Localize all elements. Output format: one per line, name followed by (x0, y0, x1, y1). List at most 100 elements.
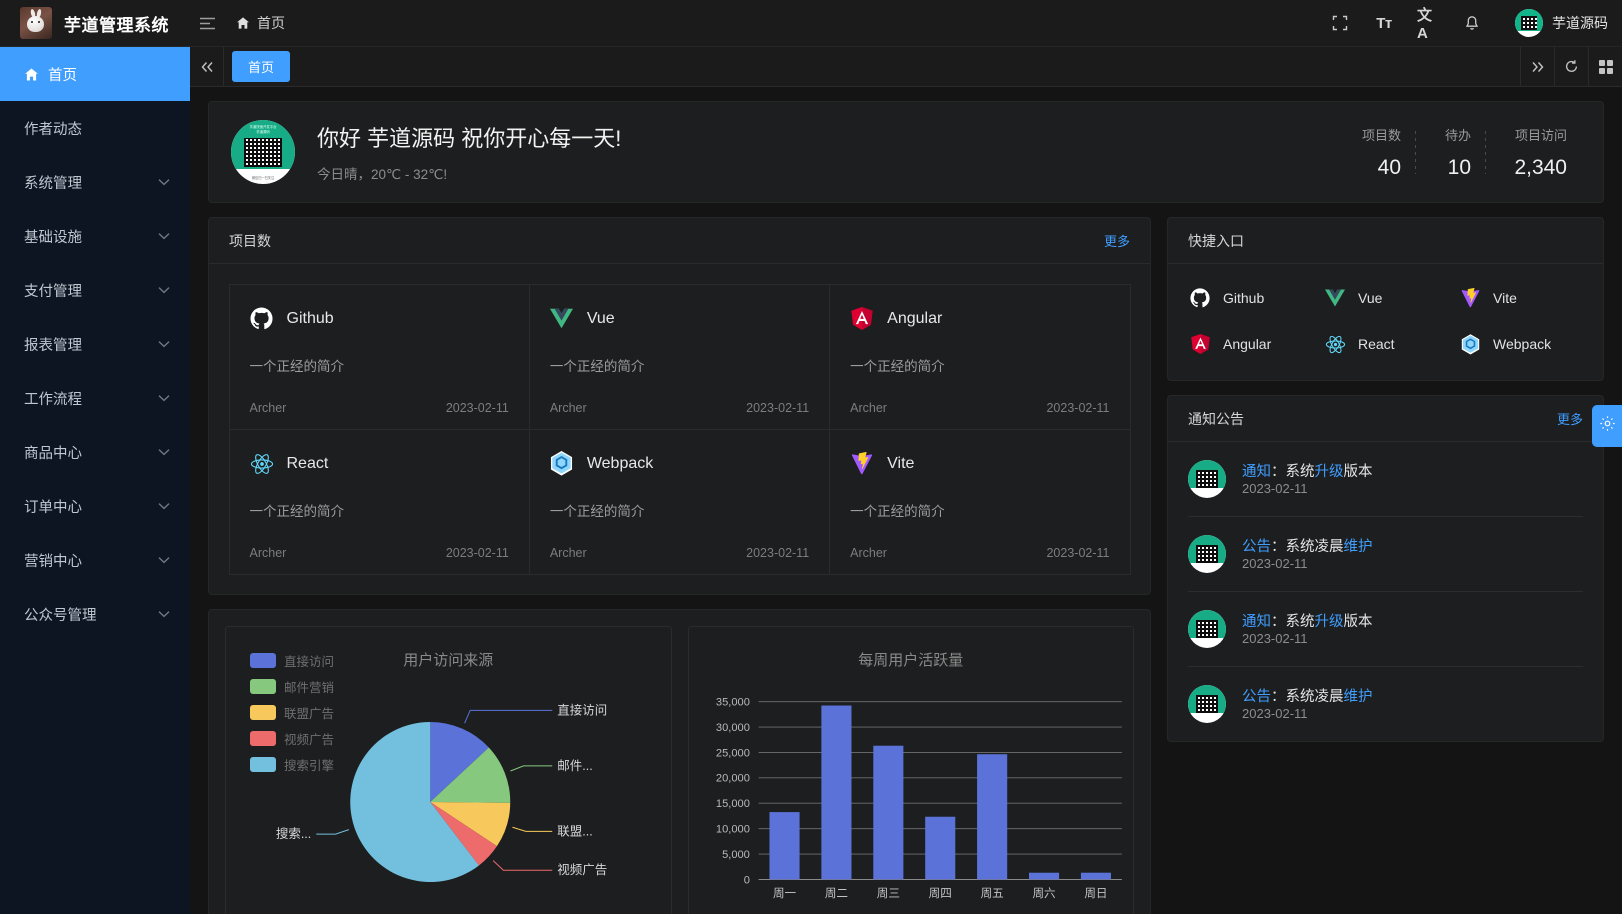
chevron-down-icon (158, 232, 170, 240)
sidebar-item-author-news[interactable]: 作者动态 (0, 101, 190, 155)
notice-mid: ：系统 (1271, 464, 1315, 480)
legend-label: 联盟广告 (284, 707, 335, 721)
tab-home[interactable]: 首页 (232, 51, 291, 82)
sidebar-item-infrastructure[interactable]: 基础设施 (0, 209, 190, 263)
fullscreen-icon[interactable] (1329, 12, 1351, 34)
avatar (1515, 9, 1543, 37)
legend-item[interactable]: 直接访问 (250, 651, 334, 670)
svg-text:35,000: 35,000 (715, 696, 749, 708)
svg-text:搜索...: 搜索... (276, 826, 311, 841)
dashboard-grid: 项目数 更多 Github (208, 217, 1604, 914)
svg-text:周四: 周四 (928, 887, 951, 900)
quick-link-webpack[interactable]: Webpack (1458, 332, 1583, 356)
svg-text:25,000: 25,000 (715, 747, 749, 759)
project-name: Webpack (586, 454, 654, 472)
bell-icon[interactable] (1461, 12, 1483, 34)
refresh-icon[interactable] (1554, 47, 1588, 86)
sidebar-item-payment[interactable]: 支付管理 (0, 263, 190, 317)
translate-icon[interactable]: 文A (1417, 7, 1432, 42)
hamburger-icon[interactable] (190, 8, 224, 38)
sidebar-item-home[interactable]: 首页 (0, 47, 190, 101)
sidebar-item-order[interactable]: 订单中心 (0, 479, 190, 533)
project-date: 2023-02-11 (1046, 400, 1110, 415)
qr-avatar-icon (1188, 460, 1226, 498)
sidebar-item-label: 作者动态 (24, 121, 82, 138)
notice-item[interactable]: 公告：系统凌晨维护 2023-02-11 (1188, 517, 1583, 592)
breadcrumb: 首页 (236, 13, 285, 33)
sidebar-item-system[interactable]: 系统管理 (0, 155, 190, 209)
notice-title[interactable]: 公告：系统凌晨维护 (1242, 689, 1373, 705)
notice-item[interactable]: 公告：系统凌晨维护 2023-02-11 (1188, 667, 1583, 741)
project-card[interactable]: Vue 一个正经的简介 Archer 2023-02-11 (528, 283, 831, 430)
notice-title[interactable]: 通知：系统升级版本 (1242, 464, 1373, 480)
sidebar-item-label: 首页 (48, 67, 77, 84)
notice-highlight: 升级 (1314, 464, 1344, 480)
sidebar-item-mp[interactable]: 公众号管理 (0, 587, 190, 641)
sidebar-item-workflow[interactable]: 工作流程 (0, 371, 190, 425)
stat-value: 10 (1447, 155, 1471, 179)
sidebar-item-label: 公众号管理 (24, 607, 97, 624)
notice-title[interactable]: 通知：系统升级版本 (1242, 614, 1373, 630)
quick-link-angular[interactable]: Angular (1188, 332, 1313, 356)
left-column: 项目数 更多 Github (208, 217, 1151, 914)
chevron-double-left-icon[interactable] (190, 47, 224, 86)
notice-mid: ：系统凌晨 (1271, 539, 1344, 555)
project-card[interactable]: Angular 一个正经的简介 Archer 2023-02-11 (829, 283, 1131, 430)
quick-link-vite[interactable]: Vite (1458, 286, 1583, 310)
sidebar-item-product[interactable]: 商品中心 (0, 425, 190, 479)
project-card[interactable]: Webpack 一个正经的简介 Archer 2023-02-11 (528, 428, 831, 575)
svg-text:0: 0 (743, 874, 749, 886)
project-desc: 一个正经的简介 (549, 358, 645, 374)
notice-highlight: 维护 (1343, 689, 1373, 705)
notice-item[interactable]: 通知：系统升级版本 2023-02-11 (1188, 442, 1583, 517)
legend-item[interactable]: 搜索引擎 (250, 755, 334, 774)
svg-text:直接访问: 直接访问 (557, 702, 607, 717)
projects-card-header: 项目数 更多 (209, 218, 1150, 264)
project-date: 2023-02-11 (445, 400, 509, 415)
project-card[interactable]: Vite 一个正经的简介 Archer 2023-02-11 (829, 428, 1131, 575)
project-author: Archer (850, 545, 887, 560)
svg-text:联盟...: 联盟... (557, 824, 592, 838)
sidebar-item-label: 工作流程 (24, 391, 82, 408)
quick-link-react[interactable]: React (1323, 332, 1448, 356)
notice-item[interactable]: 通知：系统升级版本 2023-02-11 (1188, 592, 1583, 667)
project-card[interactable]: Github 一个正经的简介 Archer 2023-02-11 (228, 283, 530, 430)
notice-title[interactable]: 公告：系统凌晨维护 (1242, 539, 1373, 555)
header-actions: Tт 文A 芋道源码 (1329, 7, 1608, 42)
notices-more-link[interactable]: 更多 (1556, 412, 1583, 427)
welcome-weather: 今日晴，20℃ - 32℃! (317, 167, 448, 182)
legend-item[interactable]: 视频广告 (250, 729, 334, 748)
angular-icon (850, 307, 874, 331)
project-desc: 一个正经的简介 (850, 358, 945, 374)
project-card[interactable]: React 一个正经的简介 Archer 2023-02-11 (228, 428, 530, 575)
chevron-double-right-icon[interactable] (1520, 47, 1554, 86)
sidebar-item-label: 基础设施 (24, 229, 82, 246)
quick-link-vue[interactable]: Vue (1323, 286, 1448, 310)
legend-label: 视频广告 (284, 733, 335, 747)
sidebar-item-marketing[interactable]: 营销中心 (0, 533, 190, 587)
pie-chart-canvas: 直接访问邮件...联盟...视频广告搜索... (276, 702, 607, 882)
sidebar-item-report[interactable]: 报表管理 (0, 317, 190, 371)
welcome-greeting: 你好 芋道源码 祝你开心每一天! (317, 126, 622, 151)
project-desc: 一个正经的简介 (850, 503, 945, 519)
notice-prefix: 通知 (1242, 464, 1271, 480)
sidebar-item-label: 系统管理 (24, 175, 82, 192)
legend-item[interactable]: 联盟广告 (250, 703, 334, 722)
chevron-down-icon (158, 340, 170, 348)
project-author: Archer (850, 400, 887, 415)
user-name: 芋道源码 (1552, 15, 1608, 31)
legend-swatch (250, 731, 276, 746)
settings-fab-button[interactable] (1592, 405, 1622, 447)
chevron-down-icon (158, 556, 170, 564)
welcome-row: 芋道快速开发平台 芋道源码 微信扫一扫关注 你好 芋道源码 祝你开心每一天! 今日… (209, 102, 1603, 202)
legend-item[interactable]: 邮件营销 (250, 677, 334, 696)
projects-grid: Github 一个正经的简介 Archer 2023-02-11 (209, 264, 1150, 594)
welcome-card: 芋道快速开发平台 芋道源码 微信扫一扫关注 你好 芋道源码 祝你开心每一天! 今日… (208, 101, 1604, 203)
user-menu[interactable]: 芋道源码 (1515, 9, 1608, 37)
projects-more-link[interactable]: 更多 (1103, 234, 1130, 249)
grid-layout-icon[interactable] (1588, 47, 1622, 86)
brand[interactable]: 芋道管理系统 (0, 7, 190, 39)
font-size-icon[interactable]: Tт (1376, 14, 1392, 32)
notice-date: 2023-02-11 (1242, 706, 1308, 721)
quick-link-github[interactable]: Github (1188, 286, 1313, 310)
